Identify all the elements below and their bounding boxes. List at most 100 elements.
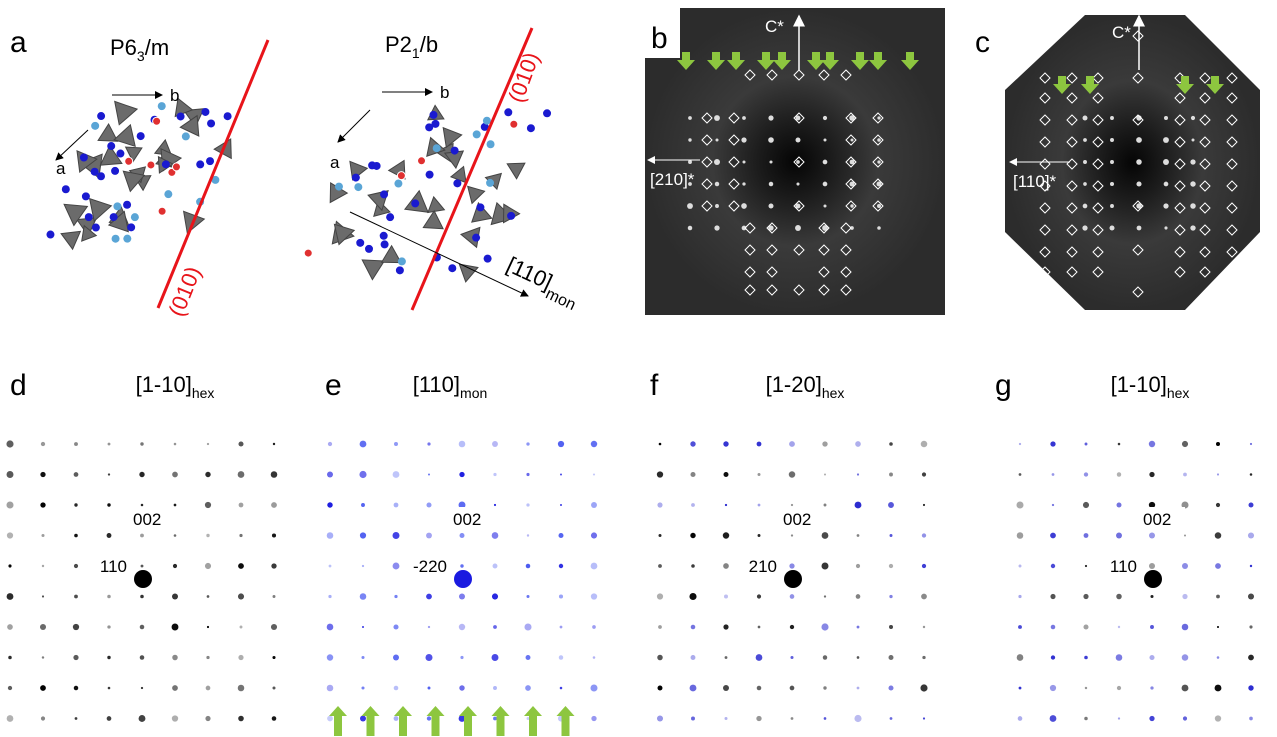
atom xyxy=(82,192,90,200)
atom xyxy=(380,232,388,240)
simulated-spot xyxy=(327,472,333,478)
simulated-spot xyxy=(6,501,13,508)
simulated-spot xyxy=(492,441,498,447)
pattern-title: [110]mon xyxy=(413,372,488,401)
simulated-spot xyxy=(360,593,367,600)
atom xyxy=(131,213,139,221)
simulated-spot xyxy=(360,715,366,721)
simulated-spot xyxy=(172,715,178,721)
simulated-spot xyxy=(789,441,795,447)
simulated-spot xyxy=(790,625,794,629)
reflection xyxy=(1190,159,1195,164)
simulated-spot xyxy=(1019,687,1022,690)
simulated-spot xyxy=(73,624,79,630)
simulated-spot xyxy=(822,563,829,570)
atom xyxy=(85,213,93,221)
simulated-spot xyxy=(560,473,562,475)
simulated-spot xyxy=(657,715,663,721)
axis-label: C* xyxy=(1112,23,1131,42)
simulated-spot xyxy=(1248,685,1253,690)
simulated-spot xyxy=(174,504,177,507)
simulated-spot xyxy=(725,504,727,506)
simulated-spot xyxy=(272,716,277,721)
atom xyxy=(92,224,100,232)
simulated-spot xyxy=(1149,655,1154,660)
simulated-spot xyxy=(238,441,243,446)
simulated-spot xyxy=(890,717,893,720)
simulated-spot xyxy=(1215,715,1221,721)
simulated-spot xyxy=(394,503,399,508)
simulated-spot xyxy=(591,593,597,599)
reflection xyxy=(1163,137,1169,143)
simulated-spot xyxy=(107,656,110,659)
reflection xyxy=(1191,116,1195,120)
simulated-spot xyxy=(205,563,211,569)
atom xyxy=(91,122,99,130)
simulated-spot xyxy=(393,563,400,570)
atom xyxy=(354,183,362,191)
simulated-spot xyxy=(107,595,111,599)
atom xyxy=(380,190,388,198)
simulated-spot xyxy=(854,715,861,722)
simulated-spot xyxy=(593,656,596,659)
reflection xyxy=(823,182,828,187)
panel-label: b xyxy=(651,22,668,55)
simulated-spot xyxy=(691,625,696,630)
reflection xyxy=(1163,159,1169,165)
simulated-spot xyxy=(493,564,498,569)
atom xyxy=(451,147,459,155)
simulated-spot xyxy=(42,656,44,658)
atom xyxy=(335,183,343,191)
simulated-spot xyxy=(790,686,795,691)
atom xyxy=(125,157,133,165)
simulated-spot xyxy=(856,594,861,599)
reflection xyxy=(877,160,880,163)
simulated-spot xyxy=(1183,716,1187,720)
simulated-spot xyxy=(361,503,365,507)
simulated-spot xyxy=(723,685,729,691)
simulated-spot xyxy=(1018,716,1023,721)
simulated-spot xyxy=(889,625,893,629)
reflection xyxy=(715,204,719,208)
simulated-spot xyxy=(1217,656,1220,659)
atom xyxy=(472,234,480,242)
simulated-spot xyxy=(1150,686,1153,689)
atom xyxy=(476,203,484,211)
atom xyxy=(504,108,512,116)
reflection xyxy=(877,204,881,208)
simulated-spot xyxy=(460,564,463,567)
simulated-spot xyxy=(1017,654,1024,661)
simulated-spot xyxy=(205,502,211,508)
reflection xyxy=(1190,203,1196,209)
simulated-spot xyxy=(492,593,498,599)
simulated-spot xyxy=(327,716,333,722)
simulated-spot xyxy=(460,656,463,659)
atom xyxy=(398,257,406,265)
reflection xyxy=(714,225,719,230)
simulated-spot xyxy=(690,441,695,446)
simulated-spot xyxy=(1149,441,1155,447)
simulated-spot xyxy=(1250,443,1252,445)
marker-arrow xyxy=(394,706,412,736)
title-base: [110] xyxy=(413,372,460,397)
reflection xyxy=(714,115,720,121)
simulated-spot xyxy=(889,595,892,598)
simulated-spot xyxy=(723,563,729,569)
atom xyxy=(473,130,481,138)
simulated-spot xyxy=(922,472,926,476)
reflection xyxy=(741,137,746,142)
reflection xyxy=(850,204,853,207)
simulated-spot xyxy=(823,686,826,689)
simulated-spot xyxy=(857,473,859,475)
simulated-spot xyxy=(1052,473,1055,476)
simulated-spot xyxy=(821,623,828,630)
marker-arrow xyxy=(524,706,542,736)
atom xyxy=(507,212,515,220)
structure-title: P21/b xyxy=(385,32,438,61)
reflection xyxy=(877,138,881,142)
reflection xyxy=(796,182,799,185)
atom xyxy=(46,231,54,239)
simulated-spot xyxy=(1249,625,1252,628)
central-spot xyxy=(134,570,152,588)
central-spot xyxy=(454,570,472,588)
